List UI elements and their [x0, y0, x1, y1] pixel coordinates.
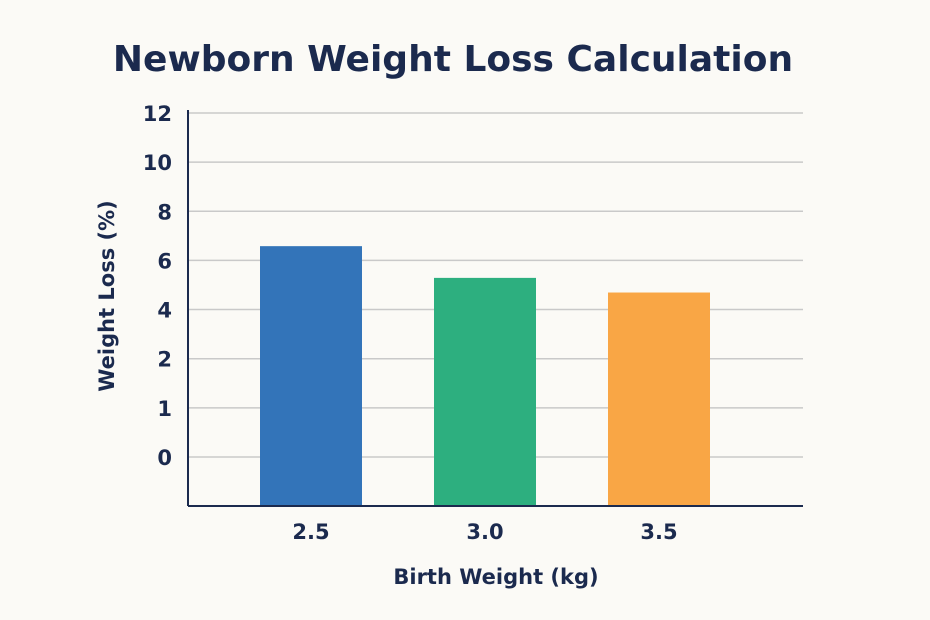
x-tick-label-3.0: 3.0 — [466, 520, 503, 544]
y-tick-label-1: 1 — [157, 397, 172, 421]
y-tick-label-10: 10 — [143, 151, 172, 175]
y-tick-label-0: 0 — [157, 446, 172, 470]
chart-title: Newborn Weight Loss Calculation — [113, 39, 793, 80]
y-tick-label-4: 4 — [157, 299, 172, 323]
y-axis-label: Weight Loss (%) — [95, 200, 119, 392]
x-tick-labels: 2.5 3.0 3.5 — [292, 520, 677, 544]
y-tick-label-2: 2 — [157, 348, 172, 372]
x-tick-label-2.5: 2.5 — [292, 520, 329, 544]
bar-2.5 — [260, 246, 362, 506]
y-tick-label-8: 8 — [157, 200, 172, 224]
x-axis-label: Birth Weight (kg) — [393, 565, 598, 589]
y-tick-label-12: 12 — [143, 102, 172, 126]
x-tick-label-3.5: 3.5 — [640, 520, 677, 544]
y-tick-label-6: 6 — [157, 249, 172, 273]
bar-3.0 — [434, 277, 536, 506]
bars — [260, 246, 710, 506]
bar-3.5 — [608, 292, 710, 506]
